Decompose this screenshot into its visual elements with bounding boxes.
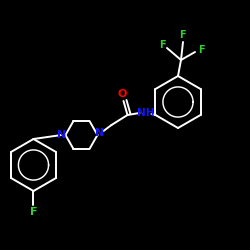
Text: F: F xyxy=(30,207,37,217)
Text: NH: NH xyxy=(137,108,154,118)
Text: F: F xyxy=(198,45,204,55)
Text: O: O xyxy=(118,89,127,99)
Text: F: F xyxy=(179,30,185,40)
Text: F: F xyxy=(159,40,165,50)
Text: N: N xyxy=(57,130,66,140)
Text: N: N xyxy=(95,128,104,138)
